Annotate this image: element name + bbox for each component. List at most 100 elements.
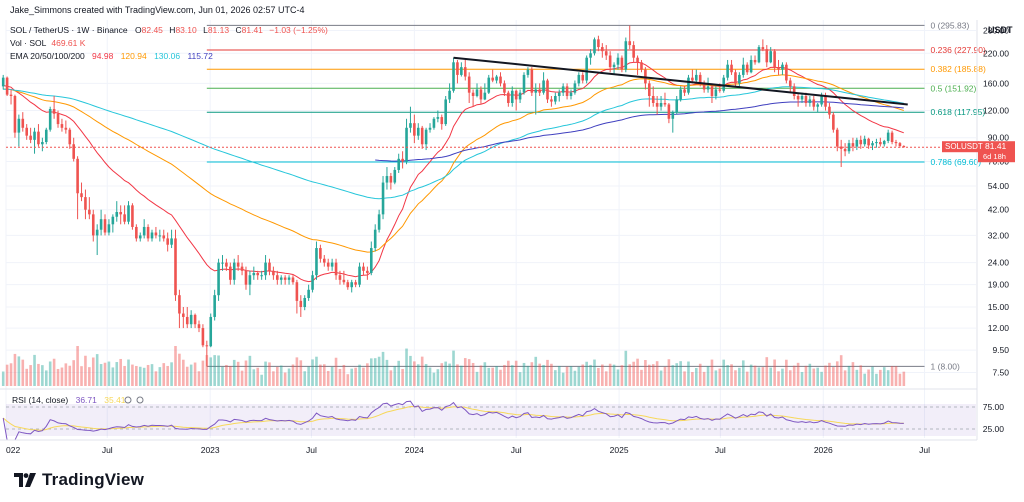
candle-body[interactable]: [315, 248, 318, 276]
candle-body[interactable]: [158, 235, 162, 237]
candle-body[interactable]: [507, 92, 510, 103]
candle-body[interactable]: [162, 235, 166, 239]
candle-body[interactable]: [694, 74, 698, 81]
candle-body[interactable]: [597, 39, 600, 48]
candle-body[interactable]: [675, 99, 679, 113]
gear-icon[interactable]: [136, 396, 144, 404]
candle-body[interactable]: [561, 86, 565, 93]
candle-body[interactable]: [698, 74, 702, 85]
candle-body[interactable]: [326, 262, 330, 267]
candle-body[interactable]: [25, 127, 28, 136]
candle-body[interactable]: [389, 176, 393, 183]
candle-body[interactable]: [84, 197, 87, 210]
trendline[interactable]: [453, 56, 908, 106]
candle-body[interactable]: [170, 238, 173, 245]
candle-body[interactable]: [726, 64, 729, 78]
candle-body[interactable]: [416, 127, 420, 136]
candle-body[interactable]: [663, 102, 667, 105]
candle-body[interactable]: [291, 277, 295, 283]
candle-body[interactable]: [138, 235, 142, 239]
candle-body[interactable]: [385, 176, 389, 183]
candle-body[interactable]: [902, 146, 906, 148]
candle-body[interactable]: [824, 95, 827, 107]
candle-body[interactable]: [550, 99, 553, 102]
candle-body[interactable]: [745, 64, 749, 73]
candle-body[interactable]: [522, 74, 526, 93]
candle-body[interactable]: [604, 51, 608, 56]
candle-body[interactable]: [154, 232, 158, 236]
candle-body[interactable]: [503, 83, 506, 93]
candle-body[interactable]: [1, 77, 5, 87]
candle-body[interactable]: [201, 328, 205, 346]
candle-body[interactable]: [197, 324, 201, 329]
candle-body[interactable]: [636, 57, 639, 63]
candle-body[interactable]: [557, 92, 561, 96]
candle-body[interactable]: [279, 277, 283, 280]
candle-body[interactable]: [307, 289, 310, 298]
candle-body[interactable]: [640, 62, 643, 70]
candle-body[interactable]: [260, 275, 263, 277]
candle-body[interactable]: [616, 57, 620, 65]
candle-body[interactable]: [268, 262, 271, 271]
candle-body[interactable]: [287, 277, 291, 280]
candle-body[interactable]: [393, 169, 397, 183]
candle-body[interactable]: [851, 143, 855, 147]
candle-body[interactable]: [76, 158, 79, 194]
candle-body[interactable]: [21, 118, 25, 128]
candle-body[interactable]: [115, 212, 119, 217]
candle-body[interactable]: [252, 272, 256, 276]
candle-body[interactable]: [773, 51, 776, 68]
candle-body[interactable]: [205, 345, 209, 347]
candle-body[interactable]: [311, 275, 314, 290]
candle-body[interactable]: [785, 64, 788, 81]
candle-body[interactable]: [166, 238, 169, 245]
candle-body[interactable]: [272, 270, 275, 276]
candle-body[interactable]: [820, 95, 823, 105]
candle-body[interactable]: [338, 275, 342, 280]
candle-body[interactable]: [111, 216, 115, 225]
candle-body[interactable]: [667, 104, 671, 119]
candle-body[interactable]: [796, 95, 800, 100]
candle-body[interactable]: [295, 282, 299, 301]
candle-body[interactable]: [808, 99, 812, 103]
candle-body[interactable]: [44, 129, 48, 143]
candle-body[interactable]: [460, 67, 463, 75]
candle-body[interactable]: [800, 95, 804, 100]
candle-body[interactable]: [804, 95, 808, 103]
candle-body[interactable]: [354, 282, 357, 285]
candle-body[interactable]: [898, 143, 902, 147]
candle-body[interactable]: [135, 226, 138, 239]
candle-body[interactable]: [718, 89, 722, 91]
candle-body[interactable]: [33, 131, 36, 140]
candle-body[interactable]: [890, 132, 894, 143]
candle-body[interactable]: [342, 279, 346, 283]
candle-body[interactable]: [534, 89, 538, 93]
candle-body[interactable]: [99, 219, 103, 230]
candle-body[interactable]: [127, 205, 130, 222]
candle-body[interactable]: [687, 77, 690, 93]
candle-body[interactable]: [182, 313, 185, 317]
candle-body[interactable]: [875, 142, 878, 144]
candle-body[interactable]: [593, 39, 596, 54]
candle-body[interactable]: [452, 62, 455, 91]
candle-body[interactable]: [659, 102, 663, 107]
candle-body[interactable]: [95, 229, 99, 236]
candle-body[interactable]: [377, 214, 381, 230]
candle-body[interactable]: [56, 113, 60, 125]
candle-body[interactable]: [491, 77, 494, 81]
candle-body[interactable]: [217, 262, 220, 296]
candle-body[interactable]: [119, 212, 122, 215]
candle-body[interactable]: [142, 226, 146, 236]
candlesticks[interactable]: [1, 25, 906, 367]
candle-body[interactable]: [514, 90, 518, 100]
candle-body[interactable]: [322, 258, 326, 263]
candle-body[interactable]: [397, 158, 400, 170]
candle-body[interactable]: [358, 266, 361, 285]
candle-body[interactable]: [303, 297, 307, 308]
candle-body[interactable]: [475, 89, 479, 96]
candle-body[interactable]: [886, 132, 890, 141]
candle-body[interactable]: [401, 158, 404, 162]
candle-body[interactable]: [330, 262, 334, 267]
candle-body[interactable]: [730, 64, 733, 73]
candle-body[interactable]: [17, 118, 21, 133]
